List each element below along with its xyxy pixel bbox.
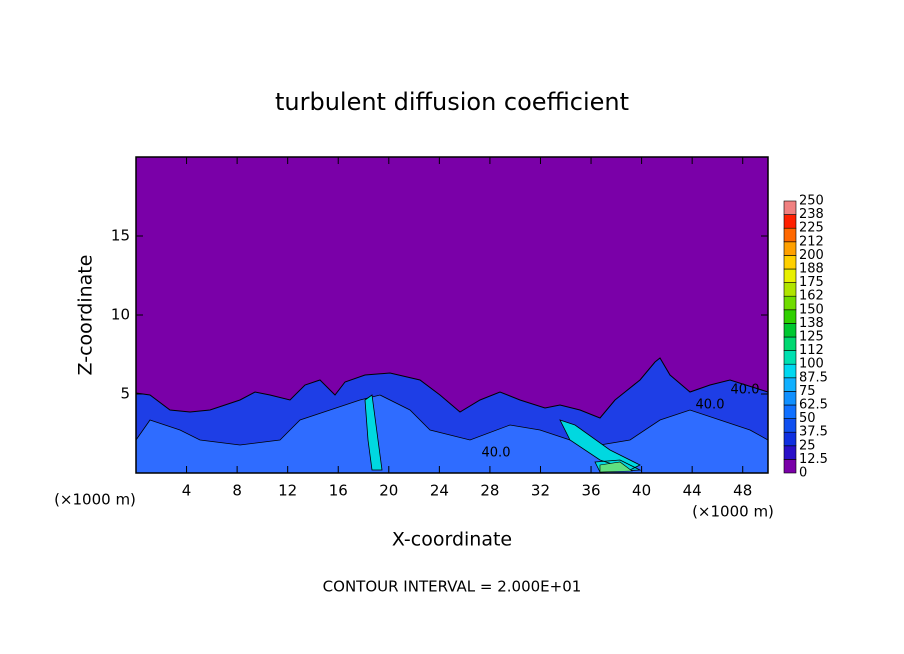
colorbar-label: 12.5 <box>799 452 828 467</box>
colorbar-label: 162 <box>799 289 824 304</box>
y-tick-label: 5 <box>120 385 130 403</box>
x-tick-label: 24 <box>430 482 449 500</box>
y-tick-label: 10 <box>111 306 130 324</box>
field-streak <box>599 461 633 473</box>
colorbar-box <box>783 431 797 447</box>
colorbar-box <box>783 227 797 243</box>
colorbar-box <box>783 241 797 256</box>
colorbar-box <box>783 418 797 433</box>
colorbar-box <box>783 445 797 460</box>
colorbar-label: 62.5 <box>799 398 828 413</box>
colorbar-label: 238 <box>799 207 824 222</box>
colorbar-box <box>783 336 797 351</box>
contour-label: 40.0 <box>482 446 511 461</box>
colorbar-label: 125 <box>799 330 824 345</box>
colorbar-label: 225 <box>799 221 824 236</box>
colorbar-box <box>783 200 797 215</box>
x-tick-label: 44 <box>683 482 702 500</box>
colorbar-label: 175 <box>799 275 824 290</box>
chart-title: turbulent diffusion coefficient <box>275 88 629 116</box>
contour-label: 40.0 <box>696 398 725 413</box>
colorbar-label: 250 <box>799 194 824 209</box>
y-tick-label: 15 <box>111 227 130 245</box>
x-tick-label: 36 <box>581 482 600 500</box>
x-tick-label: 40 <box>632 482 651 500</box>
colorbar-label: 25 <box>799 438 816 453</box>
x-tick-label: 48 <box>733 482 752 500</box>
colorbar-label: 0 <box>799 466 807 481</box>
colorbar-label: 138 <box>799 316 824 331</box>
colorbar-box <box>783 323 797 338</box>
colorbar-label: 150 <box>799 302 824 317</box>
colorbar-box <box>783 404 797 419</box>
y-unit: (×1000 m) <box>54 491 136 509</box>
colorbar-box <box>783 350 797 365</box>
colorbar-box <box>783 214 797 229</box>
colorbar-label: 112 <box>799 343 824 358</box>
colorbar-box <box>783 391 797 406</box>
colorbar-label: 100 <box>799 357 824 372</box>
x-tick-label: 20 <box>379 482 398 500</box>
colorbar-box <box>783 268 797 283</box>
colorbar-label: 188 <box>799 262 824 277</box>
y-axis-label: Z-coordinate <box>75 255 97 376</box>
x-tick-label: 16 <box>329 482 348 500</box>
x-tick-label: 12 <box>278 482 297 500</box>
colorbar-box <box>783 363 797 379</box>
x-tick-label: 4 <box>182 482 192 500</box>
x-tick-label: 28 <box>480 482 499 500</box>
x-tick-label: 32 <box>531 482 550 500</box>
colorbar-label: 37.5 <box>799 425 828 440</box>
x-tick-label: 8 <box>232 482 242 500</box>
contour-label: 40.0 <box>731 383 760 398</box>
colorbar-box <box>783 282 797 297</box>
colorbar-box <box>783 295 797 311</box>
colorbar-box <box>783 459 797 474</box>
colorbar-label: 75 <box>799 384 816 399</box>
colorbar-box <box>783 377 797 392</box>
colorbar-box <box>783 309 797 324</box>
colorbar-label: 50 <box>799 411 816 426</box>
colorbar-label: 200 <box>799 248 824 263</box>
colorbar-label: 87.5 <box>799 370 828 385</box>
x-unit: (×1000 m) <box>692 503 774 521</box>
footnote: CONTOUR INTERVAL = 2.000E+01 <box>323 578 582 596</box>
colorbar-label: 212 <box>799 234 824 249</box>
colorbar-box <box>783 255 797 270</box>
x-axis-label: X-coordinate <box>392 529 512 551</box>
